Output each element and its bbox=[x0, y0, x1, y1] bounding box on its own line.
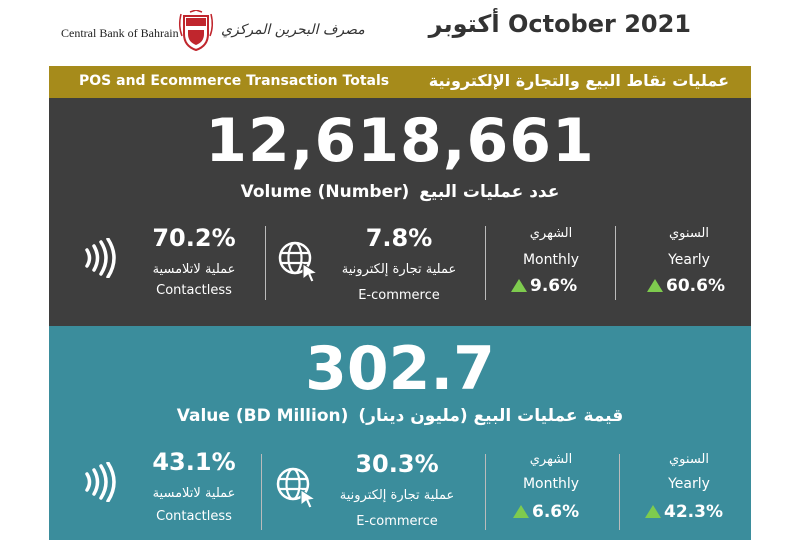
value-monthly-change: 6.6% bbox=[513, 502, 579, 522]
up-triangle-icon bbox=[645, 505, 661, 518]
volume-contactless-pct: 70.2% bbox=[152, 224, 236, 252]
volume-contactless-label-en: Contactless bbox=[156, 283, 232, 298]
contactless-icon bbox=[85, 462, 116, 502]
value-ecommerce-label-en: E-commerce bbox=[356, 514, 438, 529]
value-contactless-label-en: Contactless bbox=[156, 509, 232, 524]
value-label: Value (BD Million) قيمة عمليات البيع (ملي… bbox=[49, 406, 751, 426]
value-ecommerce-label-ar: عملية تجارة إلكترونية bbox=[339, 488, 455, 503]
globe-cursor-icon bbox=[278, 241, 319, 283]
divider bbox=[615, 226, 616, 300]
volume-monthly-change: 9.6% bbox=[511, 276, 577, 296]
value-contactless-label-ar: عملية لاتلامسية bbox=[152, 486, 236, 501]
volume-section: 12,618,661 Volume (Number) عدد عمليات الب… bbox=[49, 98, 751, 326]
volume-label-ar: عدد عمليات البيع bbox=[419, 182, 560, 202]
volume-label: Volume (Number) عدد عمليات البيع bbox=[49, 182, 751, 202]
volume-ecommerce-label-en: E-commerce bbox=[358, 288, 440, 303]
volume-monthly-label-en: Monthly bbox=[522, 252, 580, 268]
value-yearly-change: 42.3% bbox=[645, 502, 723, 522]
up-triangle-icon bbox=[511, 279, 527, 292]
value-section: 302.7 Value (BD Million) قيمة عمليات البي… bbox=[49, 326, 751, 540]
brand-name-ar: مصرف البحرين المركزي bbox=[221, 22, 365, 38]
volume-yearly-change: 60.6% bbox=[647, 276, 725, 296]
divider bbox=[485, 454, 486, 530]
banner-title-en: POS and Ecommerce Transaction Totals bbox=[79, 73, 390, 89]
banner-title-ar: عمليات نقاط البيع والتجارة الإلكترونية bbox=[428, 71, 729, 90]
value-yearly-label-ar: السنوي bbox=[669, 452, 709, 467]
value-monthly-label-ar: الشهري bbox=[529, 452, 573, 467]
section-banner: POS and Ecommerce Transaction Totals عمل… bbox=[49, 66, 751, 98]
volume-yearly-change-value: 60.6% bbox=[666, 276, 725, 296]
bank-emblem-icon bbox=[178, 10, 214, 52]
volume-contactless-label-ar: عملية لاتلامسية bbox=[152, 262, 236, 277]
divider bbox=[261, 454, 262, 530]
up-triangle-icon bbox=[513, 505, 529, 518]
value-yearly-change-value: 42.3% bbox=[664, 502, 723, 522]
value-contactless-pct: 43.1% bbox=[152, 448, 236, 476]
infographic-card: Central Bank of Bahrain مصرف البحرين الم… bbox=[49, 0, 751, 540]
header: Central Bank of Bahrain مصرف البحرين الم… bbox=[49, 0, 751, 66]
globe-cursor-icon bbox=[276, 467, 317, 509]
brand-name-en: Central Bank of Bahrain bbox=[61, 26, 179, 40]
value-label-ar: قيمة عمليات البيع (مليون دينار) bbox=[358, 406, 624, 426]
value-yearly-label-en: Yearly bbox=[668, 476, 710, 492]
volume-ecommerce-label-ar: عملية تجارة إلكترونية bbox=[341, 262, 457, 277]
volume-monthly-label-ar: الشهري bbox=[529, 226, 573, 241]
divider bbox=[485, 226, 486, 300]
value-monthly-label-en: Monthly bbox=[522, 476, 580, 492]
month-title: أكتوبر October 2021 bbox=[428, 10, 691, 38]
divider bbox=[265, 226, 266, 300]
up-triangle-icon bbox=[647, 279, 663, 292]
volume-monthly-change-value: 9.6% bbox=[530, 276, 578, 296]
divider bbox=[619, 454, 620, 530]
value-label-en: Value (BD Million) bbox=[176, 406, 349, 426]
volume-total: 12,618,661 bbox=[205, 106, 595, 176]
value-total: 302.7 bbox=[305, 334, 495, 404]
value-monthly-change-value: 6.6% bbox=[532, 502, 580, 522]
volume-yearly-label-en: Yearly bbox=[668, 252, 710, 268]
contactless-icon bbox=[85, 238, 116, 278]
volume-label-en: Volume (Number) bbox=[240, 182, 410, 202]
volume-ecommerce-pct: 7.8% bbox=[365, 224, 433, 252]
volume-yearly-label-ar: السنوي bbox=[669, 226, 709, 241]
value-ecommerce-pct: 30.3% bbox=[355, 450, 439, 478]
